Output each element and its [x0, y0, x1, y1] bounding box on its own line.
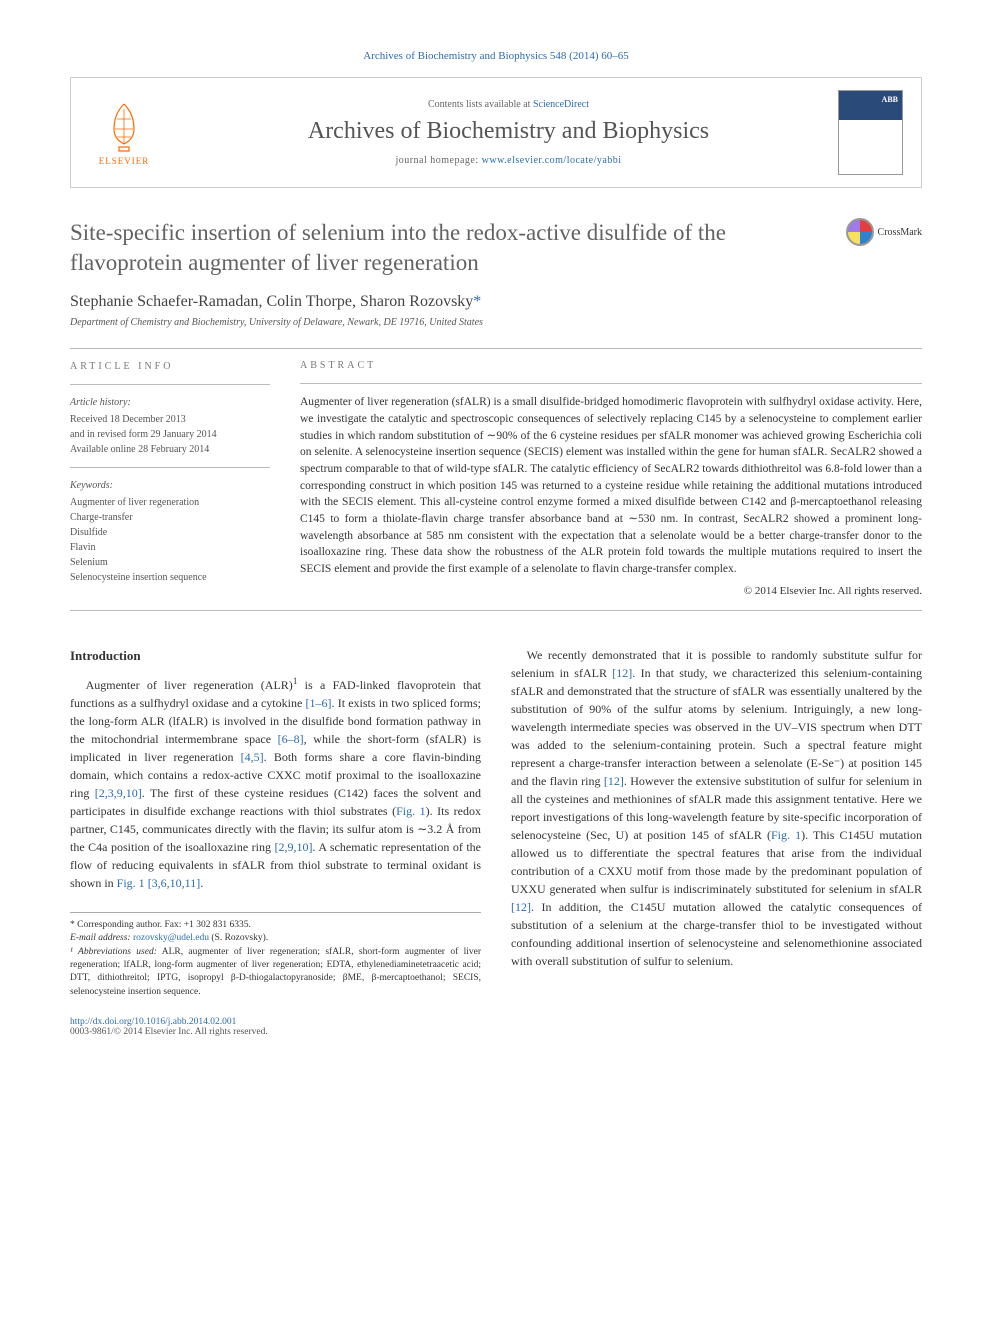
author-list: Stephanie Schaefer-Ramadan, Colin Thorpe…	[70, 293, 922, 311]
divider-bottom	[70, 610, 922, 611]
journal-masthead: ELSEVIER Contents lists available at Sci…	[70, 77, 922, 188]
article-title: Site-specific insertion of selenium into…	[70, 218, 826, 278]
keyword-item: Flavin	[70, 540, 270, 555]
figure-ref[interactable]: Fig. 1	[771, 828, 801, 842]
history-online: Available online 28 February 2014	[70, 442, 270, 457]
figure-ref[interactable]: Fig. 1	[117, 876, 145, 890]
footnote-corr: * Corresponding author. Fax: +1 302 831 …	[70, 919, 481, 932]
corr-asterisk: *	[473, 293, 481, 310]
body-col-left: Introduction Augmenter of liver regenera…	[70, 646, 481, 999]
crossmark-icon	[846, 218, 874, 246]
elsevier-tree-icon	[99, 99, 149, 154]
abstract-text: Augmenter of liver regeneration (sfALR) …	[300, 394, 922, 577]
keyword-item: Augmenter of liver regeneration	[70, 495, 270, 510]
abstract-divider	[300, 383, 922, 384]
citation-ref[interactable]: [4,5]	[241, 750, 264, 764]
doi-link[interactable]: http://dx.doi.org/10.1016/j.abb.2014.02.…	[70, 1017, 922, 1027]
homepage-link[interactable]: www.elsevier.com/locate/yabbi	[482, 155, 622, 166]
t: . In that study, we characterized this s…	[511, 666, 922, 788]
crossmark-widget[interactable]: CrossMark	[846, 218, 922, 246]
citation-ref[interactable]: [12]	[511, 900, 531, 914]
affiliation: Department of Chemistry and Biochemistry…	[70, 317, 922, 328]
keywords-label: Keywords:	[70, 478, 270, 493]
email-label: E-mail address:	[70, 933, 133, 943]
homepage-line: journal homepage: www.elsevier.com/locat…	[179, 155, 838, 166]
article-info-heading: ARTICLE INFO	[70, 359, 270, 374]
citation-ref[interactable]: [1–6]	[306, 696, 332, 710]
title-row: Site-specific insertion of selenium into…	[70, 218, 922, 278]
footnotes-block: * Corresponding author. Fax: +1 302 831 …	[70, 912, 481, 999]
body-col-right: We recently demonstrated that it is poss…	[511, 646, 922, 999]
t: Augmenter of liver regeneration (ALR)	[86, 678, 293, 692]
citation-ref[interactable]: [3,6,10,11]	[148, 876, 201, 890]
keyword-item: Selenocysteine insertion sequence	[70, 570, 270, 585]
intro-p2: We recently demonstrated that it is poss…	[511, 646, 922, 970]
citation-ref[interactable]: [2,9,10]	[275, 840, 313, 854]
divider-top	[70, 348, 922, 349]
abstract-copyright: © 2014 Elsevier Inc. All rights reserved…	[300, 584, 922, 600]
homepage-prefix: journal homepage:	[395, 155, 481, 166]
keyword-item: Charge-transfer	[70, 510, 270, 525]
elsevier-label: ELSEVIER	[99, 156, 150, 166]
info-abstract-row: ARTICLE INFO Article history: Received 1…	[70, 359, 922, 600]
keyword-item: Disulfide	[70, 525, 270, 540]
info-divider-2	[70, 467, 270, 468]
contents-available-line: Contents lists available at ScienceDirec…	[179, 99, 838, 110]
author-names: Stephanie Schaefer-Ramadan, Colin Thorpe…	[70, 293, 473, 310]
body-columns: Introduction Augmenter of liver regenera…	[70, 646, 922, 999]
t: .	[200, 876, 203, 890]
footnote-abbr: ¹ Abbreviations used: ALR, augmenter of …	[70, 946, 481, 999]
citation-line: Archives of Biochemistry and Biophysics …	[70, 50, 922, 62]
cover-abb-label: ABB	[882, 95, 898, 104]
page-root: Archives of Biochemistry and Biophysics …	[0, 0, 992, 1077]
footnote-email-line: E-mail address: rozovsky@udel.edu (S. Ro…	[70, 932, 481, 945]
figure-ref[interactable]: Fig. 1	[396, 804, 426, 818]
abstract-heading: ABSTRACT	[300, 359, 922, 374]
contents-prefix: Contents lists available at	[428, 99, 533, 110]
intro-p1: Augmenter of liver regeneration (ALR)1 i…	[70, 675, 481, 892]
keyword-item: Selenium	[70, 555, 270, 570]
journal-cover-thumb: ABB	[838, 90, 903, 175]
crossmark-label: CrossMark	[878, 227, 922, 238]
intro-heading: Introduction	[70, 646, 481, 666]
citation-ref[interactable]: [6–8]	[278, 732, 304, 746]
article-info-col: ARTICLE INFO Article history: Received 1…	[70, 359, 270, 600]
citation-ref[interactable]: [12]	[612, 666, 632, 680]
citation-ref[interactable]: [2,3,9,10]	[95, 786, 142, 800]
info-divider-1	[70, 384, 270, 385]
corr-email-link[interactable]: rozovsky@udel.edu	[133, 933, 209, 943]
t: . In addition, the C145U mutation allowe…	[511, 900, 922, 968]
history-revised: and in revised form 29 January 2014	[70, 427, 270, 442]
abbr-label: ¹ Abbreviations used:	[70, 947, 157, 957]
citation-ref[interactable]: [12]	[604, 774, 624, 788]
masthead-center: Contents lists available at ScienceDirec…	[179, 99, 838, 166]
abstract-col: ABSTRACT Augmenter of liver regeneration…	[300, 359, 922, 600]
sciencedirect-link[interactable]: ScienceDirect	[533, 99, 589, 110]
history-received: Received 18 December 2013	[70, 412, 270, 427]
elsevier-logo: ELSEVIER	[89, 93, 159, 173]
email-who: (S. Rozovsky).	[209, 933, 268, 943]
history-label: Article history:	[70, 395, 270, 410]
journal-name: Archives of Biochemistry and Biophysics	[179, 118, 838, 145]
issn-copyright: 0003-9861/© 2014 Elsevier Inc. All right…	[70, 1027, 922, 1037]
keywords-list: Augmenter of liver regeneration Charge-t…	[70, 495, 270, 585]
